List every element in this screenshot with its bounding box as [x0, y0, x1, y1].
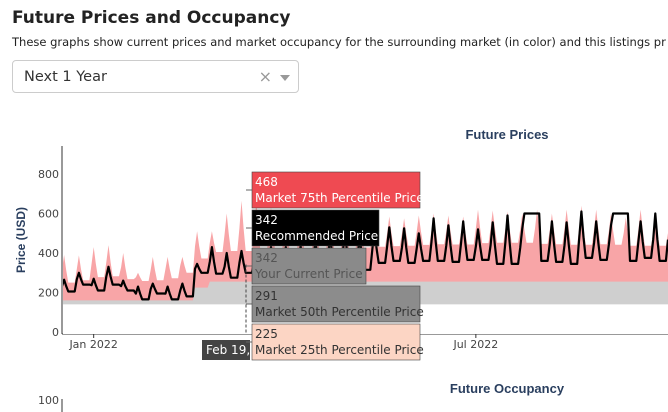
tooltip-p50-value: 291	[255, 289, 278, 303]
x-tick-label: Jul 2022	[452, 338, 498, 351]
x-tick-label: Jan 2022	[68, 338, 117, 351]
y-axis-title: Price (USD)	[14, 207, 28, 273]
tooltip-p25-box	[251, 323, 421, 361]
clear-icon[interactable]: ×	[258, 67, 272, 86]
tooltip-current-price-value: 342	[255, 251, 278, 265]
y-tick-label: 200	[38, 287, 59, 300]
tooltip-p50-label: Market 50th Percentile Price	[255, 305, 424, 319]
tooltip-recommended-box	[251, 209, 380, 247]
tooltip-current-price-label: Your Current Price	[254, 267, 363, 281]
hover-date-label: Feb 19,	[206, 343, 250, 357]
tooltip-current-price-box	[251, 247, 367, 285]
page-title: Future Prices and Occupancy	[12, 8, 291, 28]
tooltip-recommended-value: 342	[255, 213, 278, 227]
tooltip-p25-value: 225	[255, 327, 278, 341]
y-tick-label: 800	[38, 168, 59, 181]
y-tick-label: 0	[52, 326, 59, 339]
occupancy-chart-title: Future Occupancy	[450, 381, 565, 396]
y-tick-label: 400	[38, 247, 59, 260]
date-range-select[interactable]: Next 1 Year ×	[12, 60, 299, 93]
price-chart-title: Future Prices	[465, 127, 548, 142]
tooltip-recommended-label: Recommended Price	[255, 229, 378, 243]
y-tick-label: 600	[38, 208, 59, 221]
date-range-value: Next 1 Year	[24, 69, 107, 85]
tooltip-p50-box	[251, 285, 421, 323]
page-subtitle: These graphs show current prices and mar…	[12, 35, 666, 49]
tooltip-p25-label: Market 25th Percentile Price	[255, 343, 424, 357]
chevron-down-icon[interactable]	[280, 75, 290, 81]
tooltip-p75-label: Market 75th Percentile Price	[255, 191, 424, 205]
tooltip-p75-box	[251, 171, 421, 209]
hover-date-box	[202, 340, 250, 360]
occupancy-y-tick-label: 100	[38, 394, 59, 407]
tooltip-p75-value: 468	[255, 175, 278, 189]
